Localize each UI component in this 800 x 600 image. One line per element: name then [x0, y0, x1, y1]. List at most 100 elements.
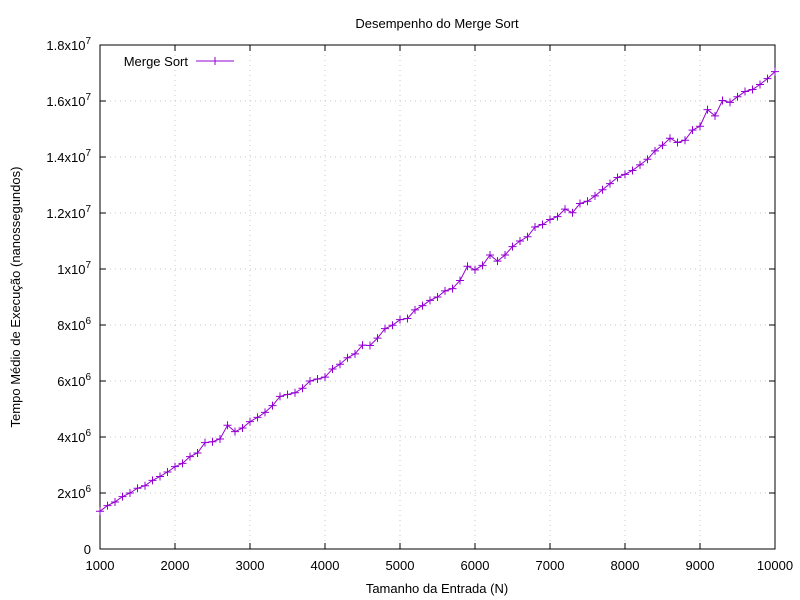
y-axis-tick-labels: 0 2x106 4x106 6x106 8x106 1x107 1.2x107 1.4x107… — [46, 36, 91, 557]
data-point-marker — [373, 334, 382, 343]
data-point-marker — [733, 92, 742, 101]
data-point-marker — [748, 85, 757, 94]
data-point-marker — [756, 80, 764, 89]
data-point-marker — [208, 437, 217, 446]
data-point-marker — [651, 146, 659, 155]
data-point-marker — [396, 315, 404, 324]
data-point-marker — [186, 452, 194, 461]
data-point-marker — [261, 408, 269, 417]
data-point-marker — [253, 413, 262, 422]
data-point-marker — [111, 497, 119, 506]
series-line — [99, 71, 776, 512]
data-point-marker — [351, 349, 359, 358]
data-point-marker — [516, 237, 524, 245]
y-tick-label: 8x106 — [57, 316, 91, 333]
legend-label-merge-sort: Merge Sort — [124, 54, 189, 69]
data-point-marker — [358, 341, 367, 350]
data-point-marker — [381, 324, 389, 333]
x-tick-label: 2000 — [161, 558, 190, 573]
data-point-marker — [591, 191, 599, 200]
data-point-marker — [403, 314, 412, 323]
data-point-marker — [501, 251, 509, 259]
data-point-marker — [283, 390, 292, 399]
data-point-marker — [313, 375, 322, 384]
data-point-marker — [598, 185, 607, 194]
data-point-marker — [366, 341, 374, 350]
y-tick-label: 1x107 — [57, 260, 91, 277]
y-tick-label: 1.4x107 — [46, 148, 91, 165]
data-point-marker — [741, 87, 749, 96]
data-point-marker — [771, 67, 779, 76]
data-point-marker — [231, 427, 239, 436]
series-merge-sort — [96, 67, 779, 516]
data-point-marker — [688, 126, 697, 135]
data-point-marker — [583, 197, 592, 206]
data-point-marker — [433, 293, 442, 301]
data-point-marker — [643, 155, 652, 164]
x-tick-label: 3000 — [236, 558, 265, 573]
x-tick-label: 8000 — [611, 558, 640, 573]
data-point-marker — [246, 417, 254, 426]
data-point-marker — [216, 434, 224, 443]
data-point-marker — [463, 262, 472, 271]
data-point-marker — [508, 242, 517, 251]
x-axis-tick-labels: 1000 2000 3000 4000 5000 6000 7000 8000 9000 1000… — [86, 558, 794, 573]
data-point-marker — [523, 232, 532, 241]
plot-frame — [99, 44, 776, 550]
data-point-marker — [628, 166, 637, 175]
data-point-marker — [118, 492, 127, 501]
x-tick-label: 7000 — [536, 558, 565, 573]
data-point-marker — [306, 377, 314, 385]
data-point-marker — [478, 261, 487, 270]
data-point-marker — [546, 215, 554, 224]
data-point-marker — [201, 438, 209, 447]
data-point-marker — [711, 111, 719, 120]
data-point-marker — [141, 481, 149, 490]
y-tick-label: 1.6x107 — [46, 92, 91, 109]
data-point-marker — [718, 96, 727, 105]
y-axis-label: Tempo Médio de Execução (nanossegundos) — [8, 167, 23, 428]
y-tick-label: 1.2x107 — [46, 204, 91, 221]
data-point-marker — [703, 105, 712, 114]
y-tick-label: 0 — [84, 542, 91, 557]
legend-marker — [211, 57, 219, 65]
data-point-marker — [621, 170, 629, 179]
data-point-marker — [568, 208, 577, 217]
data-point-marker — [268, 401, 277, 410]
data-point-marker — [561, 205, 569, 214]
data-point-marker — [133, 484, 142, 493]
data-point-marker — [658, 141, 667, 150]
data-point-marker — [291, 388, 299, 397]
x-tick-label: 5000 — [386, 558, 415, 573]
data-point-marker — [426, 296, 434, 305]
data-point-marker — [328, 364, 337, 373]
y-tick-label: 4x106 — [57, 428, 91, 445]
data-point-marker — [681, 136, 689, 145]
data-point-marker — [156, 472, 164, 481]
data-point-marker — [636, 160, 644, 169]
data-point-marker — [298, 384, 307, 393]
data-point-marker — [148, 476, 157, 485]
data-point-marker — [448, 284, 457, 293]
x-tick-label: 10000 — [757, 558, 793, 573]
y-tick-label: 1.8x107 — [46, 36, 91, 53]
data-point-marker — [388, 321, 397, 330]
data-point-marker — [178, 459, 187, 468]
data-point-marker — [666, 134, 674, 143]
data-point-marker — [223, 421, 232, 430]
data-point-marker — [418, 301, 427, 310]
data-point-marker — [456, 276, 464, 285]
data-point-marker — [411, 305, 419, 314]
data-point-marker — [193, 448, 202, 457]
data-point-marker — [486, 251, 494, 259]
legend: Merge Sort — [124, 54, 234, 69]
data-point-marker — [673, 138, 682, 147]
data-point-marker — [238, 424, 247, 433]
data-point-marker — [276, 392, 284, 401]
data-point-marker — [163, 468, 172, 476]
data-point-marker — [613, 173, 622, 182]
data-point-marker — [171, 462, 179, 471]
data-point-marker — [726, 98, 734, 107]
data-point-marker — [321, 373, 329, 382]
